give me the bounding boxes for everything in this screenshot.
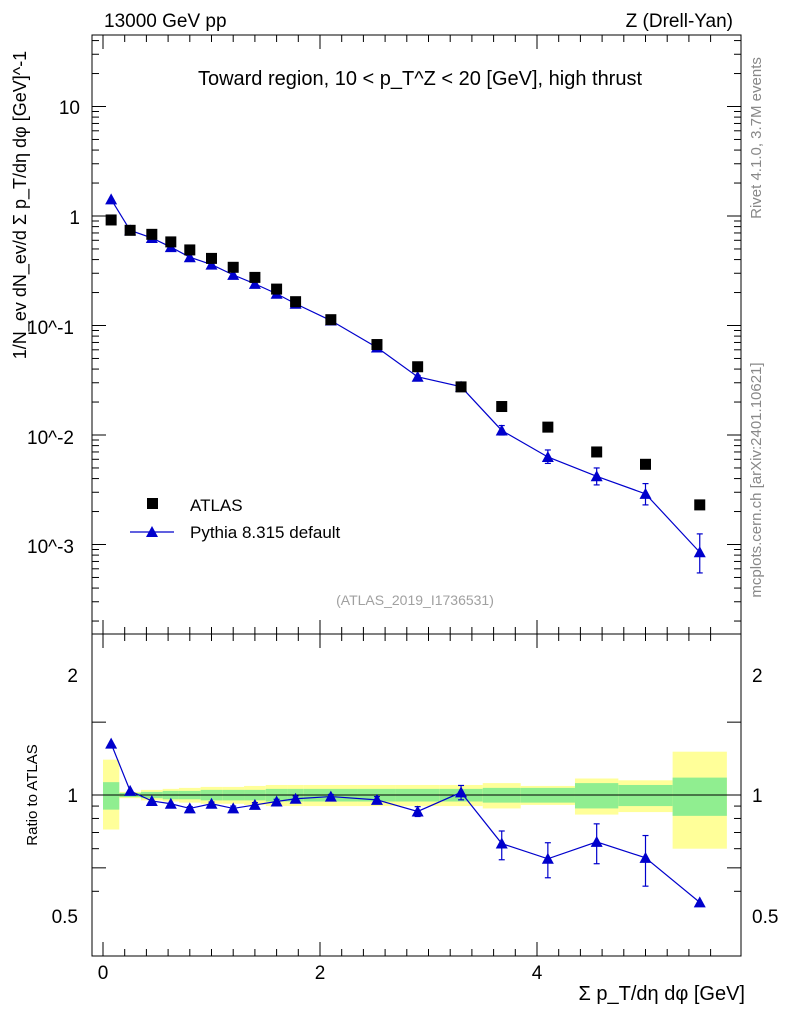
ratio-point bbox=[590, 835, 603, 847]
pythia-point bbox=[693, 546, 706, 558]
ratio-y-tick-label-right: 1 bbox=[752, 786, 763, 807]
pythia-point bbox=[183, 251, 196, 263]
ratio-point bbox=[270, 795, 283, 807]
header-right: Z (Drell-Yan) bbox=[626, 11, 733, 32]
atlas-point bbox=[455, 381, 467, 393]
ratio-point bbox=[105, 737, 118, 749]
y-tick-label: 1 bbox=[69, 208, 80, 229]
atlas-point bbox=[290, 296, 302, 308]
pythia-point bbox=[495, 424, 508, 436]
main-data-marks bbox=[105, 193, 706, 574]
band-inner bbox=[103, 782, 120, 810]
pythia-point bbox=[105, 193, 118, 205]
ratio-y-tick-label: 0.5 bbox=[52, 907, 78, 928]
ratio-point bbox=[411, 805, 424, 817]
ratio-point bbox=[455, 786, 468, 798]
atlas-point bbox=[325, 314, 337, 326]
ratio-y-tick-label-right: 0.5 bbox=[752, 907, 778, 928]
ratio-y-tick-label: 1 bbox=[67, 786, 78, 807]
atlas-point bbox=[412, 361, 424, 373]
atlas-point bbox=[542, 421, 554, 433]
pythia-point bbox=[411, 370, 424, 382]
atlas-point bbox=[165, 236, 177, 248]
pythia-point bbox=[590, 470, 603, 482]
ratio-point bbox=[324, 790, 337, 802]
atlas-point bbox=[206, 252, 217, 264]
atlas-point bbox=[124, 224, 136, 236]
ratio-point bbox=[495, 837, 508, 849]
ratio-data-marks bbox=[105, 737, 706, 908]
legend-pythia-label: Pythia 8.315 default bbox=[190, 523, 341, 542]
pythia-point bbox=[248, 277, 261, 289]
ratio-point bbox=[639, 851, 652, 863]
x-tick-labels: 0 2 4 bbox=[98, 963, 543, 984]
atlas-point bbox=[694, 499, 706, 511]
ratio-point bbox=[248, 798, 261, 810]
x-tick-label: 0 bbox=[98, 963, 109, 984]
ratio-point bbox=[124, 784, 137, 796]
band-inner bbox=[574, 783, 619, 809]
x-tick-label: 2 bbox=[315, 963, 326, 984]
header-left: 13000 GeV pp bbox=[104, 11, 227, 32]
ratio-point bbox=[183, 802, 196, 814]
legend-pythia-marker bbox=[146, 526, 158, 537]
atlas-point bbox=[271, 283, 283, 295]
analysis-id-label: (ATLAS_2019_I1736531) bbox=[336, 592, 494, 608]
main-plot-title: Toward region, 10 < p_T^Z < 20 [GeV], hi… bbox=[198, 68, 643, 90]
pythia-point bbox=[227, 268, 240, 280]
atlas-point bbox=[591, 446, 603, 458]
atlas-point bbox=[640, 458, 651, 470]
ratio-point bbox=[205, 797, 218, 809]
pythia-point bbox=[639, 487, 652, 499]
y-tick-label: 10 bbox=[59, 98, 80, 119]
atlas-point bbox=[105, 214, 117, 226]
main-y-tick-labels: 10 1 10^-1 10^-2 10^-3 bbox=[27, 98, 80, 558]
rivet-version-label: Rivet 4.1.0, 3.7M events bbox=[748, 57, 765, 219]
ratio-y-tick-labels: 2 1 0.5 2 1 0.5 bbox=[52, 666, 779, 928]
x-tick-label: 4 bbox=[532, 963, 543, 984]
atlas-point bbox=[146, 228, 158, 240]
atlas-point bbox=[249, 271, 261, 283]
ratio-point bbox=[145, 794, 158, 806]
atlas-point bbox=[184, 244, 196, 256]
ratio-y-tick-label-right: 2 bbox=[752, 666, 763, 687]
band-inner bbox=[618, 784, 673, 807]
ratio-point bbox=[541, 852, 554, 864]
pythia-point bbox=[541, 450, 554, 462]
main-y-axis-label: 1/N_ev dN_ev/d Σ p_T/dη dφ [GeV]^-1 bbox=[10, 51, 31, 359]
pythia-point bbox=[205, 258, 218, 270]
y-tick-label: 10^-1 bbox=[27, 318, 74, 339]
y-tick-label: 10^-2 bbox=[27, 428, 74, 449]
atlas-point bbox=[496, 401, 508, 413]
atlas-point bbox=[227, 261, 239, 273]
ratio-point bbox=[164, 797, 177, 809]
ratio-point bbox=[693, 896, 706, 908]
legend-atlas-label: ATLAS bbox=[190, 496, 243, 515]
atlas-point bbox=[371, 339, 383, 351]
ratio-uncertainty-bands bbox=[92, 751, 741, 849]
mcplots-label: mcplots.cern.ch [arXiv:2401.10621] bbox=[748, 362, 765, 597]
legend-atlas-marker bbox=[147, 498, 158, 509]
band-inner bbox=[672, 777, 727, 816]
legend: ATLAS Pythia 8.315 default bbox=[130, 496, 341, 542]
ratio-point bbox=[370, 793, 383, 805]
ratio-line bbox=[110, 743, 701, 903]
ratio-point bbox=[289, 792, 302, 804]
ratio-axis-ticks bbox=[92, 634, 741, 956]
ratio-y-axis-label: Ratio to ATLAS bbox=[24, 744, 41, 845]
ratio-point bbox=[227, 802, 240, 814]
main-panel-frame bbox=[91, 34, 742, 635]
x-axis-label: Σ p_T/dη dφ [GeV] bbox=[578, 983, 745, 1005]
ratio-y-tick-label: 2 bbox=[67, 666, 78, 687]
main-axis-ticks bbox=[92, 35, 741, 634]
y-tick-label: 10^-3 bbox=[27, 537, 74, 558]
